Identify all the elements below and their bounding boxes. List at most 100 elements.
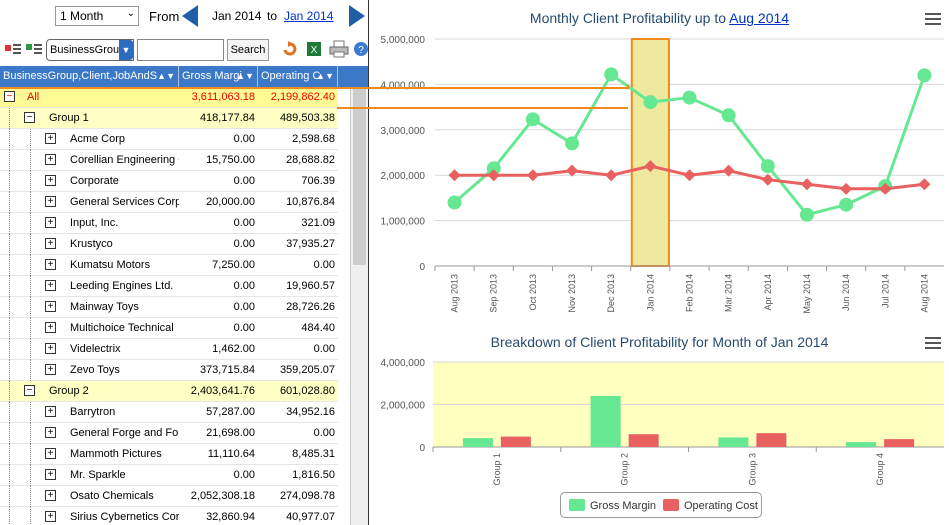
expand-icon[interactable]: + bbox=[45, 364, 56, 375]
table-row[interactable]: + Input, Inc. 0.00 321.09 bbox=[0, 213, 338, 234]
expand-icon[interactable]: + bbox=[45, 511, 56, 522]
data-point-operating-cost[interactable] bbox=[918, 178, 931, 191]
table-row[interactable]: + Leeding Engines Ltd. 0.00 19,960.57 bbox=[0, 276, 338, 297]
expand-icon[interactable]: + bbox=[45, 238, 56, 249]
table-row[interactable]: + Krustyco 0.00 37,935.27 bbox=[0, 234, 338, 255]
table-row[interactable]: + Zevo Toys 373,715.84 359,205.07 bbox=[0, 360, 338, 381]
bar-gross-margin[interactable] bbox=[590, 395, 621, 447]
date-to-link[interactable]: Jan 2014 bbox=[284, 9, 334, 23]
table-row[interactable]: + Kumatsu Motors 7,250.00 0.00 bbox=[0, 255, 338, 276]
data-point-gross-margin[interactable] bbox=[721, 108, 736, 123]
expand-icon[interactable]: + bbox=[45, 175, 56, 186]
column-header-operating-cost[interactable]: Operating C ▲▼ bbox=[258, 66, 338, 87]
next-period-icon[interactable] bbox=[349, 5, 365, 27]
chart-menu-icon[interactable] bbox=[925, 337, 941, 349]
data-point-gross-margin[interactable] bbox=[447, 195, 462, 210]
expand-icon[interactable]: + bbox=[45, 427, 56, 438]
expand-icon[interactable]: + bbox=[45, 280, 56, 291]
search-button[interactable]: Search bbox=[227, 39, 269, 61]
data-point-gross-margin[interactable] bbox=[799, 207, 814, 222]
expand-icon[interactable]: + bbox=[45, 154, 56, 165]
data-point-gross-margin[interactable] bbox=[565, 136, 580, 151]
data-point-gross-margin[interactable] bbox=[839, 197, 854, 212]
expand-icon[interactable]: + bbox=[45, 448, 56, 459]
bar-gross-margin[interactable] bbox=[718, 437, 749, 447]
row-gross-margin: 0.00 bbox=[233, 238, 255, 250]
data-point-operating-cost[interactable] bbox=[605, 169, 618, 182]
line-chart-title-link[interactable]: Aug 2014 bbox=[729, 10, 790, 26]
expand-icon[interactable]: + bbox=[45, 322, 56, 333]
expand-icon[interactable]: + bbox=[45, 196, 56, 207]
expand-icon[interactable]: + bbox=[45, 259, 56, 270]
data-point-gross-margin[interactable] bbox=[760, 159, 775, 174]
grid-row-group[interactable]: − Group 2 2,403,641.76 601,028.80 bbox=[0, 381, 338, 402]
expand-icon[interactable]: + bbox=[45, 133, 56, 144]
bar-operating-cost[interactable] bbox=[500, 436, 531, 447]
column-header-gross-margin[interactable]: Gross Margi ▲▼ bbox=[179, 66, 258, 87]
expand-icon[interactable]: + bbox=[45, 343, 56, 354]
bar-operating-cost[interactable] bbox=[628, 434, 659, 447]
table-row[interactable]: + General Services Corpo 20,000.00 10,876.8… bbox=[0, 192, 338, 213]
data-point-operating-cost[interactable] bbox=[566, 164, 579, 177]
data-point-gross-margin[interactable] bbox=[917, 68, 932, 83]
chart-menu-icon[interactable] bbox=[925, 13, 941, 25]
column-header-name[interactable]: BusinessGroup,Client,JobAndS ▲▼ bbox=[0, 66, 179, 87]
help-icon[interactable]: ? bbox=[352, 40, 368, 58]
collapse-icon[interactable]: − bbox=[4, 91, 15, 102]
data-point-gross-margin[interactable] bbox=[486, 161, 501, 176]
table-row[interactable]: + Corporate 0.00 706.39 bbox=[0, 171, 338, 192]
table-row[interactable]: + Mainway Toys 0.00 28,726.26 bbox=[0, 297, 338, 318]
grid-row-all[interactable]: − All 3,611,063.18 2,199,862.40 bbox=[0, 87, 338, 108]
excel-export-icon[interactable]: X bbox=[305, 40, 323, 58]
data-point-operating-cost[interactable] bbox=[526, 169, 539, 182]
data-point-operating-cost[interactable] bbox=[761, 173, 774, 186]
data-point-operating-cost[interactable] bbox=[800, 178, 813, 191]
table-row[interactable]: + Osato Chemicals 2,052,308.18 274,098.78 bbox=[0, 486, 338, 507]
bar-operating-cost[interactable] bbox=[756, 433, 787, 447]
highlight-band[interactable] bbox=[630, 38, 670, 267]
group-by-select[interactable]: BusinessGrou ▼ bbox=[46, 39, 134, 61]
expand-all-icon[interactable] bbox=[25, 40, 43, 58]
table-row[interactable]: + Mammoth Pictures 11,110.64 8,485.31 bbox=[0, 444, 338, 465]
data-point-operating-cost[interactable] bbox=[840, 182, 853, 195]
data-point-operating-cost[interactable] bbox=[448, 169, 461, 182]
table-row[interactable]: + Acme Corp 0.00 2,598.68 bbox=[0, 129, 338, 150]
expand-icon[interactable]: + bbox=[45, 406, 56, 417]
table-row[interactable]: + Corellian Engineering C 15,750.00 28,688.… bbox=[0, 150, 338, 171]
collapse-icon[interactable]: − bbox=[24, 112, 35, 123]
data-point-operating-cost[interactable] bbox=[722, 164, 735, 177]
period-select[interactable]: 1 Month ⌄ bbox=[55, 6, 139, 26]
grid-row-group[interactable]: − Group 1 418,177.84 489,503.38 bbox=[0, 108, 338, 129]
search-input[interactable] bbox=[137, 39, 224, 61]
legend-item-gross-margin[interactable]: Gross Margin bbox=[569, 499, 656, 513]
data-point-gross-margin[interactable] bbox=[525, 112, 540, 127]
expand-icon[interactable]: + bbox=[45, 469, 56, 480]
table-row[interactable]: + Videlectrix 1,462.00 0.00 bbox=[0, 339, 338, 360]
previous-period-icon[interactable] bbox=[182, 5, 198, 27]
table-row[interactable]: + Sirius Cybernetics Corp 32,860.94 40,977.… bbox=[0, 507, 338, 525]
data-point-gross-margin[interactable] bbox=[643, 95, 658, 110]
table-row[interactable]: + General Forge and Fou 21,698.00 0.00 bbox=[0, 423, 338, 444]
data-point-operating-cost[interactable] bbox=[487, 169, 500, 182]
scrollbar-thumb[interactable] bbox=[353, 89, 366, 265]
bar-gross-margin[interactable] bbox=[462, 438, 493, 447]
vertical-scrollbar[interactable] bbox=[350, 87, 368, 525]
expand-icon[interactable]: + bbox=[45, 217, 56, 228]
bar-gross-margin[interactable] bbox=[846, 442, 877, 447]
table-row[interactable]: + Mr. Sparkle 0.00 1,816.50 bbox=[0, 465, 338, 486]
data-point-operating-cost[interactable] bbox=[644, 160, 657, 173]
refresh-icon[interactable] bbox=[281, 40, 299, 58]
collapse-icon[interactable]: − bbox=[24, 385, 35, 396]
data-point-operating-cost[interactable] bbox=[683, 169, 696, 182]
collapse-all-icon[interactable] bbox=[4, 40, 22, 58]
bar-operating-cost[interactable] bbox=[884, 439, 915, 447]
data-point-operating-cost[interactable] bbox=[879, 182, 892, 195]
print-icon[interactable] bbox=[329, 40, 349, 58]
expand-icon[interactable]: + bbox=[45, 301, 56, 312]
data-point-gross-margin[interactable] bbox=[682, 90, 697, 105]
legend-item-operating-cost[interactable]: Operating Cost bbox=[663, 499, 758, 513]
table-row[interactable]: + Barrytron 57,287.00 34,952.16 bbox=[0, 402, 338, 423]
data-point-gross-margin[interactable] bbox=[604, 67, 619, 82]
expand-icon[interactable]: + bbox=[45, 490, 56, 501]
table-row[interactable]: + Multichoice Technical 0.00 484.40 bbox=[0, 318, 338, 339]
